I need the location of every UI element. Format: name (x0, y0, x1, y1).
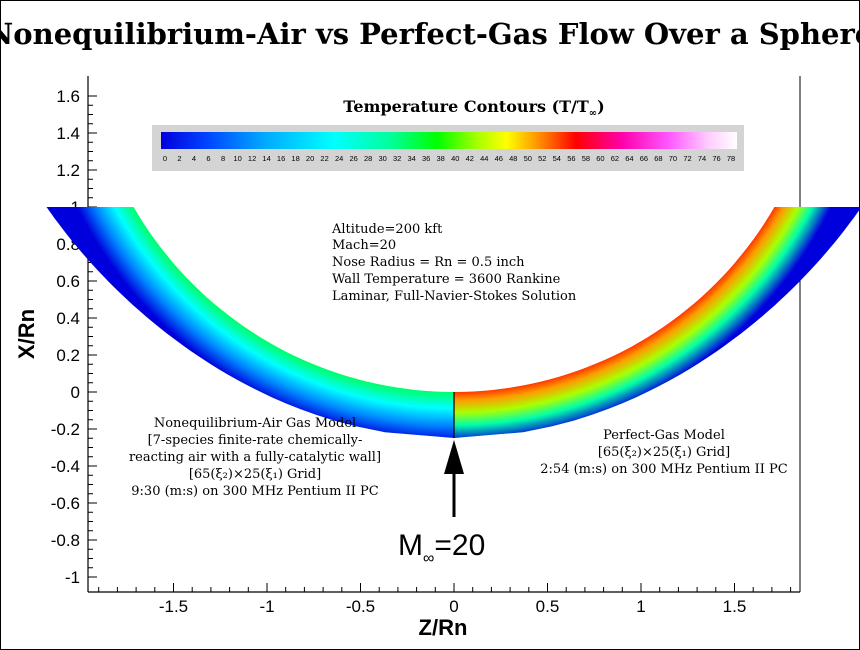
legend-level-label: 66 (640, 154, 648, 163)
x-ticks: -1.5 -1 -0.5 0 0.5 1 1.5 (98, 583, 792, 616)
x-tick-label: 0.5 (536, 597, 560, 616)
legend-level-label: 70 (669, 154, 677, 163)
left-model-line-1: [7-species finite-rate chemically- (148, 433, 363, 448)
legend-level-label: 42 (466, 154, 474, 163)
legend-level-label: 52 (538, 154, 546, 163)
legend-level-label: 6 (206, 154, 210, 163)
legend-level-label: 12 (248, 154, 256, 163)
legend-level-label: 16 (277, 154, 285, 163)
legend-level-label: 44 (480, 154, 488, 163)
y-tick-label: 0.6 (56, 272, 80, 291)
left-shock-layer-nonequilibrium (46, 207, 454, 438)
right-model-runtime: 2:54 (m:s) on 300 MHz Pentium II PC (540, 462, 787, 477)
right-model-grid: [65(ξ₂)×25(ξ₁) Grid] (598, 445, 730, 460)
x-tick-label: 1.5 (723, 597, 747, 616)
condition-nose-radius: Nose Radius = Rn = 0.5 inch (332, 255, 525, 270)
y-tick-label: 1.2 (56, 161, 80, 180)
y-tick-label: -0.6 (51, 494, 80, 513)
condition-mach: Mach=20 (332, 238, 396, 253)
legend-level-label: 18 (291, 154, 299, 163)
condition-altitude: Altitude=200 kft (331, 222, 443, 237)
legend-level-label: 64 (625, 154, 633, 163)
conditions-block: Altitude=200 kft Mach=20 Nose Radius = R… (331, 222, 577, 304)
left-model-title: Nonequilibrium-Air Gas Model (154, 416, 356, 431)
legend-level-label: 2 (177, 154, 181, 163)
legend-level-label: 36 (422, 154, 430, 163)
legend-level-label: 24 (335, 154, 343, 163)
legend-level-label: 50 (524, 154, 532, 163)
legend-level-label: 20 (306, 154, 314, 163)
right-model-annotation: Perfect-Gas Model [65(ξ₂)×25(ξ₁) Grid] 2… (540, 428, 787, 477)
y-tick-label: -0.2 (51, 420, 80, 439)
legend-level-label: 40 (451, 154, 459, 163)
y-axis-label: X/Rn (14, 309, 39, 359)
left-model-grid: [65(ξ₂)×25(ξ₁) Grid] (189, 467, 321, 482)
condition-wall-temperature: Wall Temperature = 3600 Rankine (332, 272, 561, 287)
legend-level-label: 38 (437, 154, 445, 163)
legend-level-label: 62 (611, 154, 619, 163)
chart-title: Nonequilibrium-Air vs Perfect-Gas Flow O… (0, 17, 860, 51)
legend-level-label: 78 (727, 154, 735, 163)
x-tick-label: -1.5 (159, 597, 188, 616)
left-model-annotation: Nonequilibrium-Air Gas Model [7-species … (129, 416, 381, 499)
legend-level-label: 54 (553, 154, 561, 163)
x-tick-label: 0 (449, 597, 458, 616)
freestream-mach-label: M∞=20 (398, 529, 485, 567)
x-tick-label: -0.5 (346, 597, 375, 616)
legend-level-label: 74 (698, 154, 706, 163)
y-tick-label: -0.8 (51, 531, 80, 550)
y-tick-label: 1.6 (56, 87, 80, 106)
legend-title: Temperature Contours (T/T∞) (343, 97, 604, 119)
legend-level-label: 56 (567, 154, 575, 163)
left-model-runtime: 9:30 (m:s) on 300 MHz Pentium II PC (131, 484, 378, 499)
left-model-line-2: reacting air with a fully-catalytic wall… (129, 450, 381, 465)
y-ticks: 1.61.41.210.80.60.40.20-0.2-0.4-0.6-0.8-… (51, 87, 97, 587)
legend-level-label: 60 (596, 154, 604, 163)
right-shock-layer-perfect-gas (454, 207, 860, 438)
legend-level-label: 28 (364, 154, 372, 163)
legend-level-label: 72 (683, 154, 691, 163)
legend-level-label: 76 (712, 154, 720, 163)
legend-level-label: 22 (320, 154, 328, 163)
legend-level-label: 32 (393, 154, 401, 163)
legend-level-label: 4 (192, 154, 196, 163)
right-model-title: Perfect-Gas Model (603, 428, 725, 443)
legend-level-label: 30 (379, 154, 387, 163)
y-tick-label: -0.4 (51, 457, 80, 476)
legend-level-label: 10 (233, 154, 241, 163)
colorbar (161, 132, 737, 149)
y-tick-label: 1.4 (56, 124, 80, 143)
y-tick-label: -1 (65, 568, 80, 587)
legend-level-label: 68 (654, 154, 662, 163)
legend-level-label: 26 (350, 154, 358, 163)
legend-tick-labels: 0 2 4 6 8 10 12 14 16 18 20 22 24 26 28 30 32 34 36 38 40 42 4… (163, 154, 735, 163)
legend-level-label: 48 (509, 154, 517, 163)
y-tick-label: 0.4 (56, 309, 80, 328)
legend-level-label: 14 (262, 154, 270, 163)
freestream-arrow (444, 440, 464, 517)
x-tick-label: -1 (259, 597, 274, 616)
legend-level-label: 8 (221, 154, 225, 163)
legend-level-label: 34 (408, 154, 416, 163)
legend-level-label: 46 (495, 154, 503, 163)
condition-solution-type: Laminar, Full-Navier-Stokes Solution (332, 289, 577, 304)
legend-level-label: 58 (582, 154, 590, 163)
x-axis-label: Z/Rn (419, 615, 468, 640)
y-tick-label: 0.2 (56, 346, 80, 365)
x-tick-label: 1 (636, 597, 645, 616)
y-tick-label: 0 (71, 383, 80, 402)
legend-level-label: 0 (163, 154, 167, 163)
